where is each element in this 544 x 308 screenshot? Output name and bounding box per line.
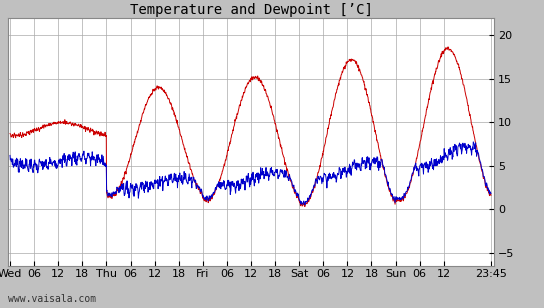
- Title: Temperature and Dewpoint [’C]: Temperature and Dewpoint [’C]: [129, 3, 373, 17]
- Text: www.vaisala.com: www.vaisala.com: [8, 294, 96, 304]
